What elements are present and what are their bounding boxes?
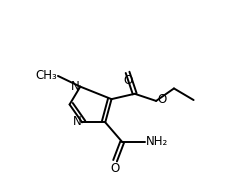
Text: O: O [110,162,120,176]
Text: N: N [71,80,79,93]
Text: NH₂: NH₂ [146,135,169,148]
Text: N: N [72,115,81,128]
Text: O: O [123,74,132,87]
Text: CH₃: CH₃ [35,69,57,82]
Text: O: O [157,93,166,106]
